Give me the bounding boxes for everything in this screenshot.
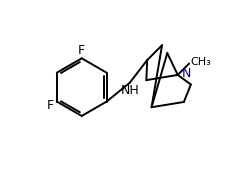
Text: CH₃: CH₃ xyxy=(191,57,212,67)
Text: N: N xyxy=(182,67,191,80)
Text: F: F xyxy=(78,44,85,57)
Text: F: F xyxy=(47,99,54,112)
Text: NH: NH xyxy=(120,84,139,97)
